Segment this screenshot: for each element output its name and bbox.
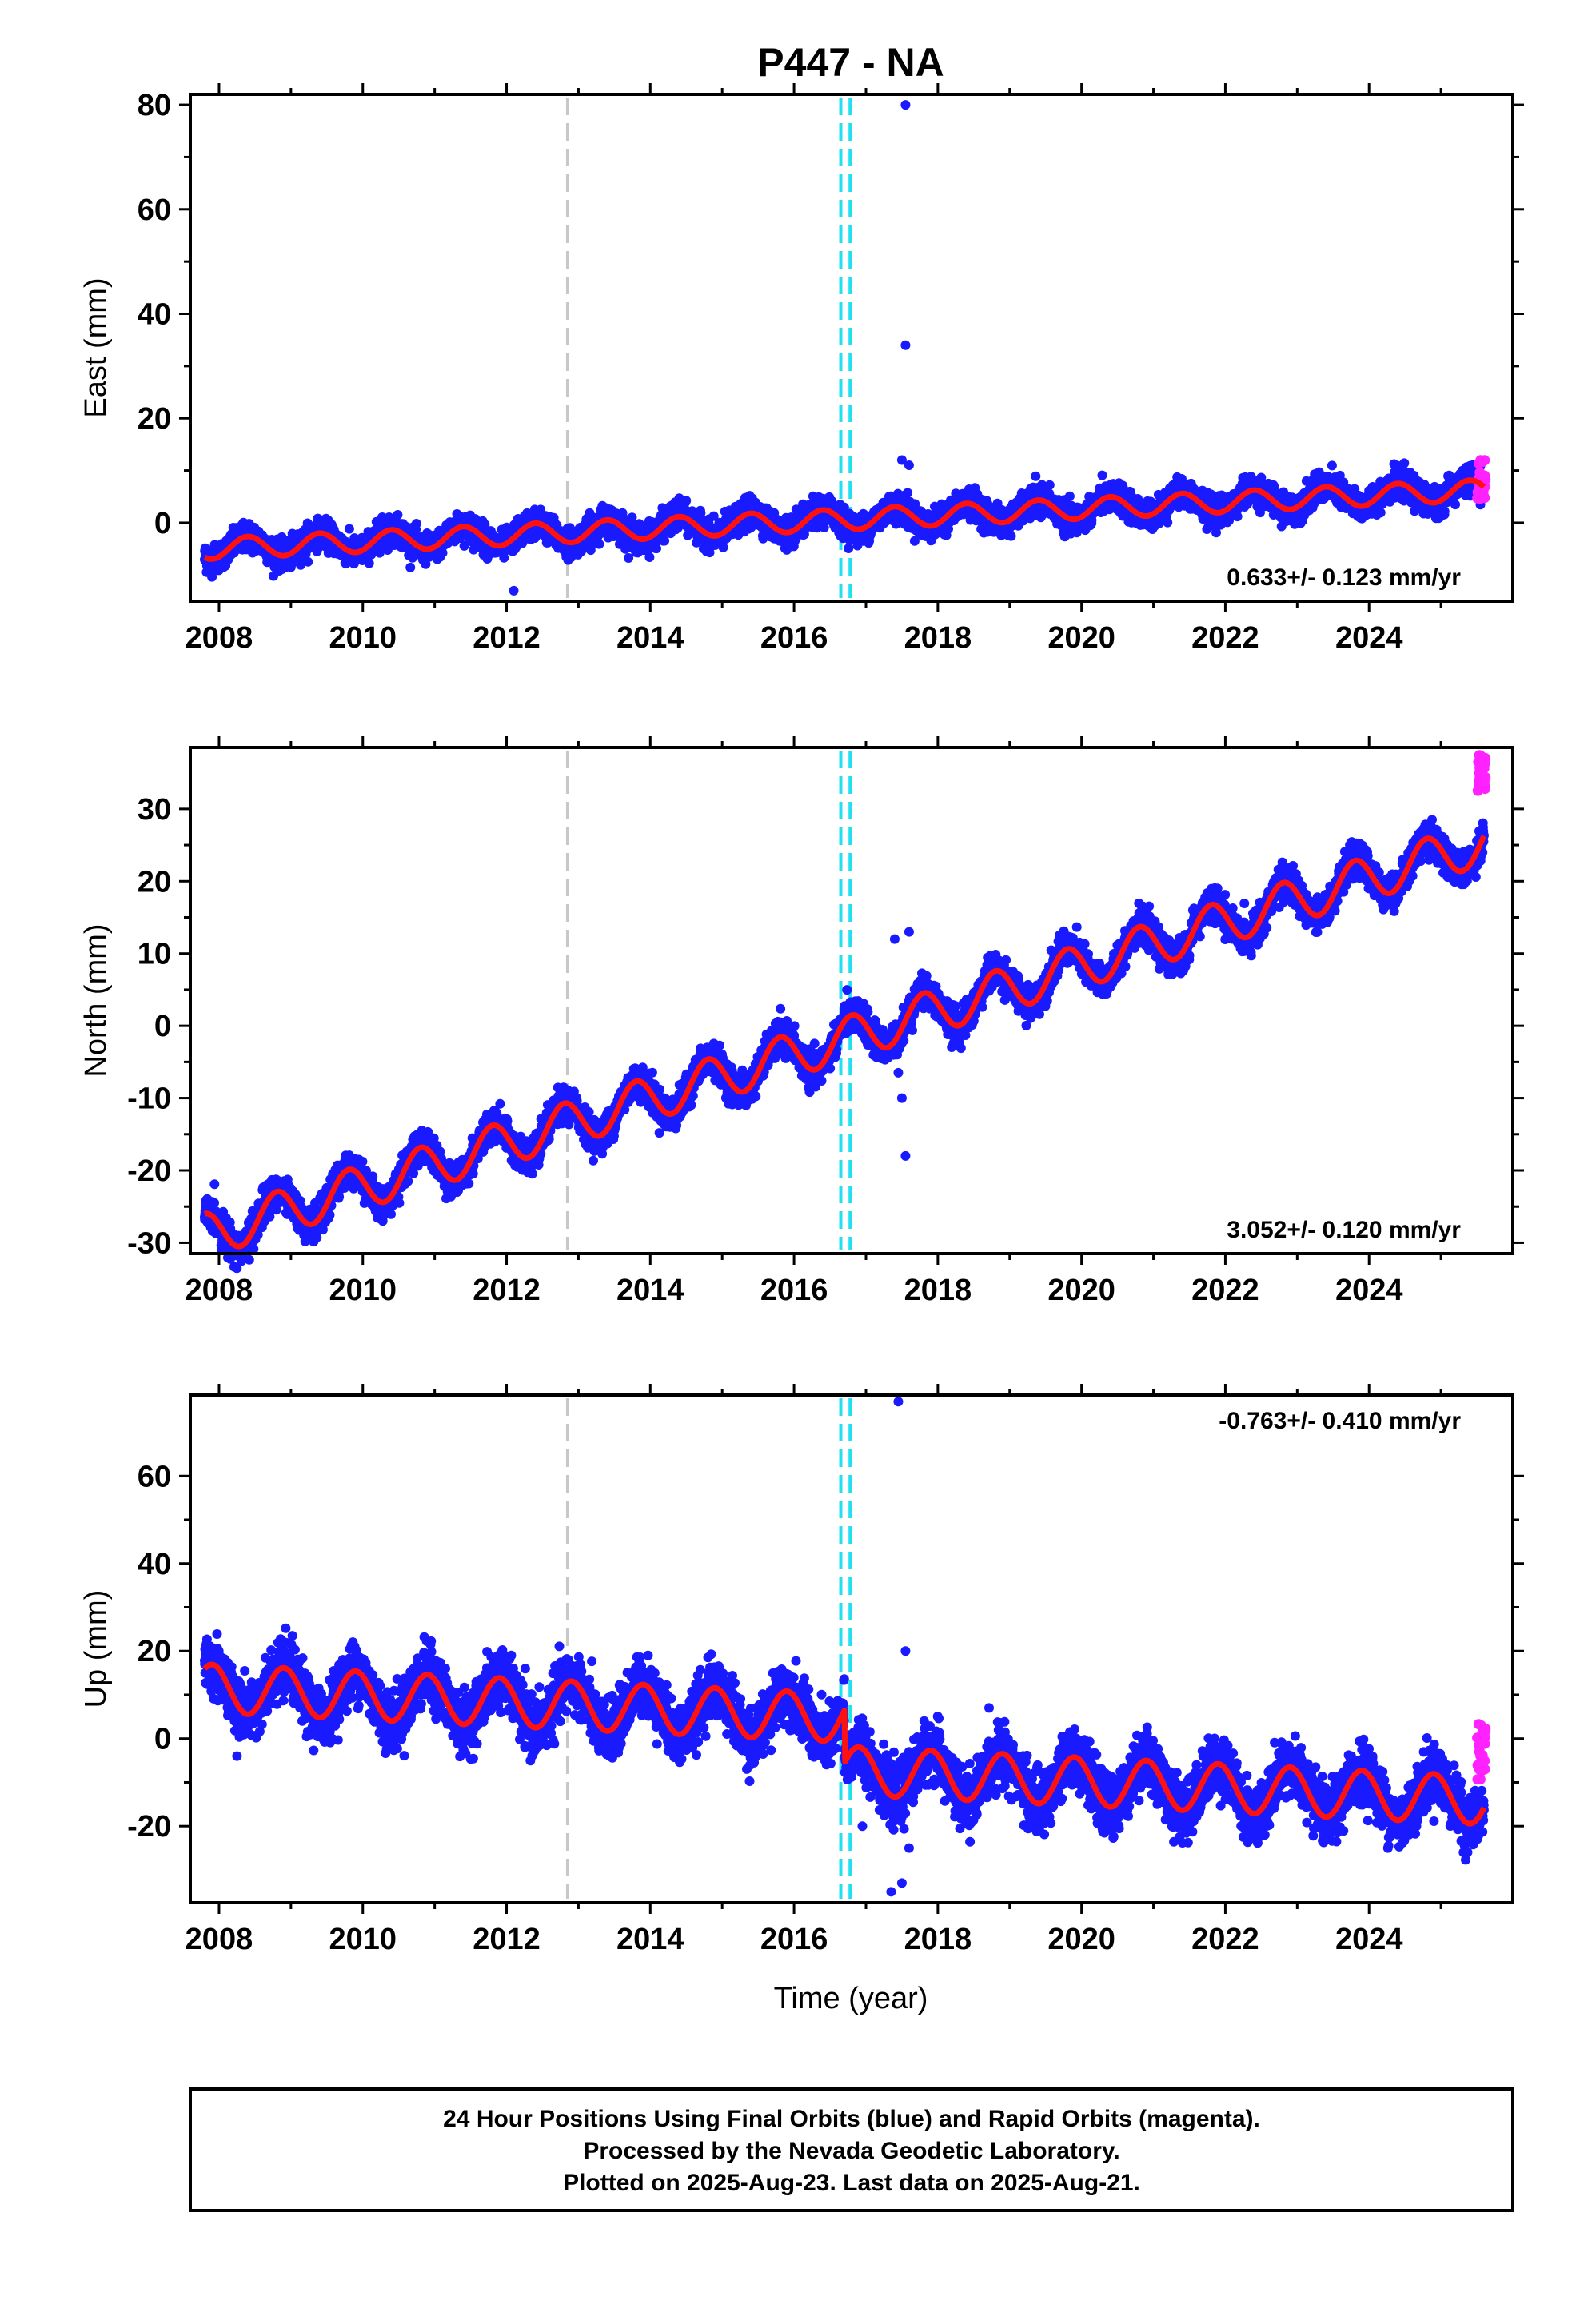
final-orbit-point [1065,492,1075,501]
final-orbit-point [1098,471,1107,480]
final-orbit-point [1163,518,1172,528]
final-orbit-point [405,563,415,572]
final-orbit-point [345,524,354,534]
final-orbit-point [644,552,654,562]
final-orbit-point [1031,472,1040,481]
final-orbit-point [660,536,669,546]
final-orbit-point [303,557,313,567]
final-orbit-point [594,540,604,549]
final-orbit-point [903,488,912,498]
chart-title: P447 - NA [757,40,944,85]
final-orbit-point [412,519,421,528]
final-orbit-point [1007,532,1016,541]
final-orbit-point [365,559,374,568]
final-orbit-point [393,510,402,520]
final-orbit-point [844,544,853,553]
final-orbit-point [652,544,661,553]
final-orbit-point [681,496,691,505]
final-orbit-point [1045,480,1055,490]
final-orbit-point [719,543,728,552]
